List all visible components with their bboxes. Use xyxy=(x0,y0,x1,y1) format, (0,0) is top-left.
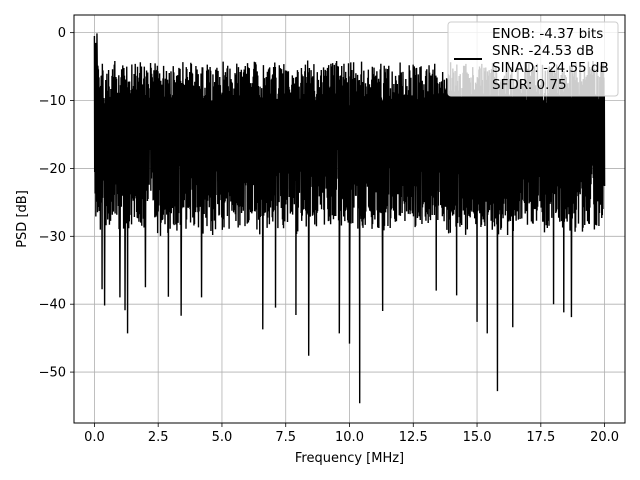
x-axis-label: Frequency [MHz] xyxy=(295,451,404,466)
legend-line-snr: SNR: -24.53 dB xyxy=(492,43,594,59)
legend-box xyxy=(447,21,619,97)
x-tick-label: 15.0 xyxy=(463,430,492,445)
x-tick-label: 0.0 xyxy=(84,430,105,445)
y-tick-label: −10 xyxy=(39,94,66,109)
legend-line-sfdr: SFDR: 0.75 xyxy=(492,77,567,93)
x-tick-label: 5.0 xyxy=(212,430,233,445)
y-tick-label: −20 xyxy=(39,162,66,177)
legend-line-sinad: SINAD: -24.55 dB xyxy=(492,60,609,76)
y-tick-label: −30 xyxy=(39,230,66,245)
x-tick-label: 17.5 xyxy=(526,430,555,445)
x-tick-label: 2.5 xyxy=(148,430,169,445)
x-tick-label: 7.5 xyxy=(275,430,296,445)
x-tick-label: 10.0 xyxy=(335,430,364,445)
y-tick-label: 0 xyxy=(58,26,66,41)
y-tick-label: −50 xyxy=(39,366,66,381)
psd-series xyxy=(93,33,606,404)
legend-line-enob: ENOB: -4.37 bits xyxy=(492,26,603,42)
y-axis-ticks: 0 −10 −20 −30 −40 −50 xyxy=(39,26,74,381)
x-tick-label: 12.5 xyxy=(399,430,428,445)
x-tick-label: 20.0 xyxy=(590,430,619,445)
psd-line xyxy=(93,33,606,404)
legend: ENOB: -4.37 bits SNR: -24.53 dB SINAD: -… xyxy=(447,21,619,97)
y-axis-label: PSD [dB] xyxy=(15,190,30,248)
x-axis-ticks: 0.0 2.5 5.0 7.5 10.0 12.5 15.0 17.5 20.0 xyxy=(84,423,619,445)
y-tick-label: −40 xyxy=(39,298,66,313)
